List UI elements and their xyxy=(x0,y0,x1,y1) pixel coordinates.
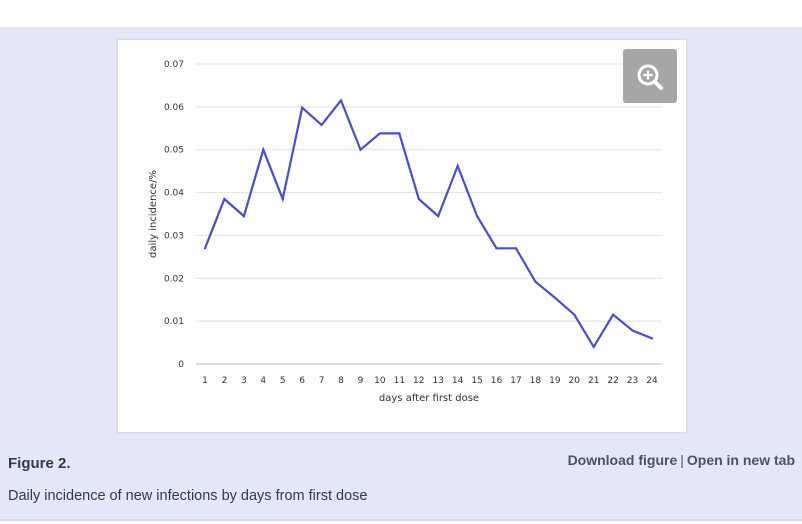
data-point xyxy=(573,313,576,316)
x-tick-label: 14 xyxy=(452,376,464,386)
x-tick-label: 23 xyxy=(627,376,638,386)
y-tick-label: 0.02 xyxy=(164,274,184,284)
x-axis-title: days after first dose xyxy=(379,393,479,404)
data-point xyxy=(262,148,265,151)
y-tick-label: 0.03 xyxy=(164,231,184,241)
link-separator: | xyxy=(680,452,684,468)
data-point xyxy=(417,197,420,201)
data-point xyxy=(203,247,207,250)
data-point xyxy=(631,329,634,332)
y-tick-label: 0 xyxy=(178,360,184,370)
figure-label: Figure 2. xyxy=(8,455,71,472)
x-tick-label: 15 xyxy=(471,376,482,386)
data-point xyxy=(612,313,615,316)
zoom-button[interactable] xyxy=(623,49,677,103)
x-tick-label: 6 xyxy=(299,376,305,386)
data-point xyxy=(320,123,323,126)
data-point xyxy=(301,106,304,109)
zoom-in-icon xyxy=(637,64,663,90)
data-point xyxy=(495,247,498,250)
data-point xyxy=(592,345,595,348)
data-point xyxy=(534,280,537,283)
data-point xyxy=(475,215,479,218)
x-tick-label: 22 xyxy=(607,376,618,386)
data-point xyxy=(359,148,362,151)
x-tick-label: 1 xyxy=(202,376,208,386)
data-point xyxy=(437,215,440,218)
y-tick-label: 0.06 xyxy=(164,103,184,113)
data-point xyxy=(456,164,459,168)
download-figure-link[interactable]: Download figure xyxy=(567,452,678,468)
x-tick-label: 10 xyxy=(374,376,386,386)
x-tick-label: 2 xyxy=(222,376,228,386)
x-tick-label: 12 xyxy=(413,376,424,386)
open-in-new-tab-link[interactable]: Open in new tab xyxy=(686,452,795,468)
x-tick-label: 18 xyxy=(530,376,542,386)
x-tick-label: 5 xyxy=(280,376,286,386)
data-point xyxy=(514,247,518,250)
data-point xyxy=(223,197,226,201)
y-tick-label: 0.05 xyxy=(164,146,184,156)
x-tick-label: 4 xyxy=(260,376,266,386)
line-chart: 00.010.020.030.040.050.060.071 2 3 4 5 6 7 8 9 10… xyxy=(148,60,662,404)
x-tick-label: 8 xyxy=(338,376,344,386)
data-point xyxy=(378,132,382,135)
x-tick-label: 9 xyxy=(358,376,364,386)
x-tick-label: 19 xyxy=(549,376,561,386)
figure-links: Download figure | Open in new tab xyxy=(568,452,795,468)
data-point xyxy=(242,215,245,218)
x-tick-label: 3 xyxy=(241,376,247,386)
x-tick-label: 20 xyxy=(569,376,581,386)
x-tick-label: 17 xyxy=(510,376,521,386)
figure-caption: Daily incidence of new infections by day… xyxy=(8,488,368,504)
y-tick-label: 0.07 xyxy=(164,60,184,70)
y-axis-title: daily incidence/% xyxy=(148,170,159,258)
x-tick-label: 24 xyxy=(646,376,658,386)
series-line xyxy=(203,98,653,350)
data-point xyxy=(339,99,343,102)
figure-image[interactable]: 0 0.01 0.02 0.03 0.04 0.05 0.06 0.07 1 2 3 4 5 6 7 8 9 10… xyxy=(117,39,687,433)
x-tick-label: 7 xyxy=(319,376,325,386)
data-point xyxy=(553,296,556,299)
x-tick-label: 21 xyxy=(588,376,599,386)
data-point xyxy=(398,132,401,135)
y-tick-label: 0.04 xyxy=(164,189,184,199)
x-tick-label: 11 xyxy=(394,376,405,386)
data-point xyxy=(281,197,284,201)
x-tick-label: 13 xyxy=(432,376,443,386)
divider xyxy=(0,519,802,521)
data-point xyxy=(650,337,654,340)
y-tick-label: 0.01 xyxy=(164,317,184,327)
x-tick-label: 16 xyxy=(491,376,503,386)
